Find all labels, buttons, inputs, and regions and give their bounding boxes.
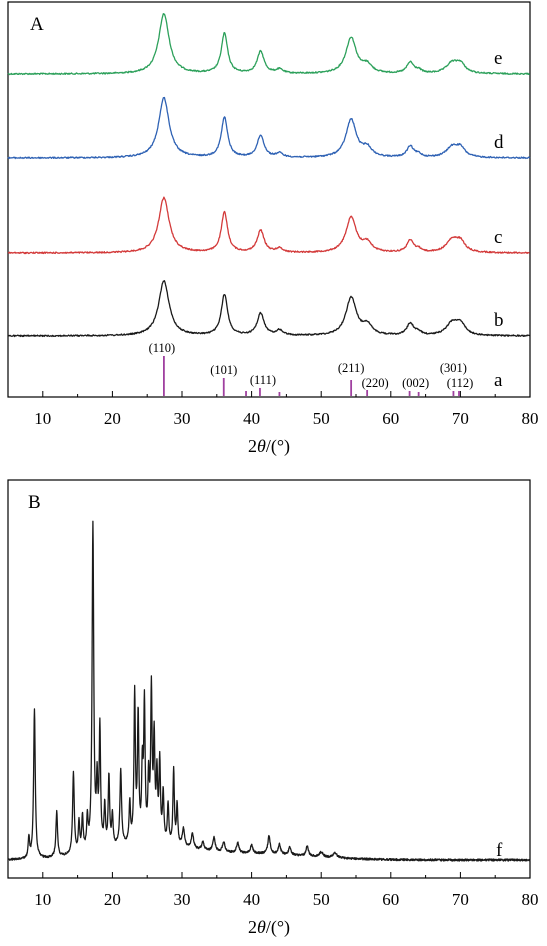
x-tick-label: 80 [522, 890, 539, 909]
series-label-f: f [496, 840, 503, 861]
x-tick-label: 40 [243, 409, 260, 428]
x-tick-label: 30 [174, 890, 191, 909]
x-tick-label: 10 [34, 409, 51, 428]
x-tick-label: 50 [313, 409, 330, 428]
x-tick-label: 60 [382, 409, 399, 428]
x-tick-label: 20 [104, 890, 121, 909]
panel-b-x-ticks: 10 20 30 40 50 60 70 80 [7, 872, 539, 909]
x-tick-label: 20 [104, 409, 121, 428]
series-line-c [7, 196, 530, 255]
series-label-b: b [494, 310, 504, 331]
hkl-label: (002) [402, 376, 429, 390]
panel-a-frame [7, 1, 531, 398]
hkl-label: (112) [447, 376, 474, 390]
panel-b-series: f [7, 520, 531, 862]
panel-a-reference-sticks: (110) (101) (111) (211)(220) (002) (301)(112)… [149, 341, 503, 396]
panel-a-label: A [30, 14, 44, 35]
x-tick-label: 50 [313, 890, 330, 909]
x-tick-label: 60 [382, 890, 399, 909]
panel-b-frame [7, 479, 531, 879]
series-line-f [7, 520, 531, 862]
hkl-label: (111) [250, 373, 276, 387]
x-tick-label: 10 [34, 890, 51, 909]
panel-b-x-axis-label: 2θ/(°) [248, 917, 290, 938]
hkl-label: (220) [362, 376, 389, 390]
x-tick-label: 80 [522, 409, 539, 428]
panel-a-series: e d c b [7, 13, 531, 338]
x-tick-label: 70 [452, 890, 469, 909]
hkl-label: (101) [210, 363, 237, 377]
series-label-d: d [494, 132, 504, 153]
series-label-a: a [494, 370, 503, 391]
panel-b: B 10 20 30 40 50 60 70 80 f 2θ/(°) [7, 479, 539, 938]
x-tick-label: 70 [452, 409, 469, 428]
series-line-e [7, 13, 531, 76]
panel-b-label: B [28, 492, 41, 513]
hkl-label: (110) [149, 341, 176, 355]
panel-a-x-ticks: 10 20 30 40 50 60 70 80 [7, 391, 539, 428]
x-tick-label: 30 [174, 409, 191, 428]
series-line-b [7, 280, 530, 338]
hkl-label: (301) [440, 361, 467, 375]
series-line-d [7, 96, 531, 160]
hkl-label: (211) [338, 361, 365, 375]
panel-a-x-axis-label: 2θ/(°) [248, 436, 290, 457]
x-tick-label: 40 [243, 890, 260, 909]
series-label-e: e [494, 48, 502, 69]
series-label-c: c [494, 227, 502, 248]
